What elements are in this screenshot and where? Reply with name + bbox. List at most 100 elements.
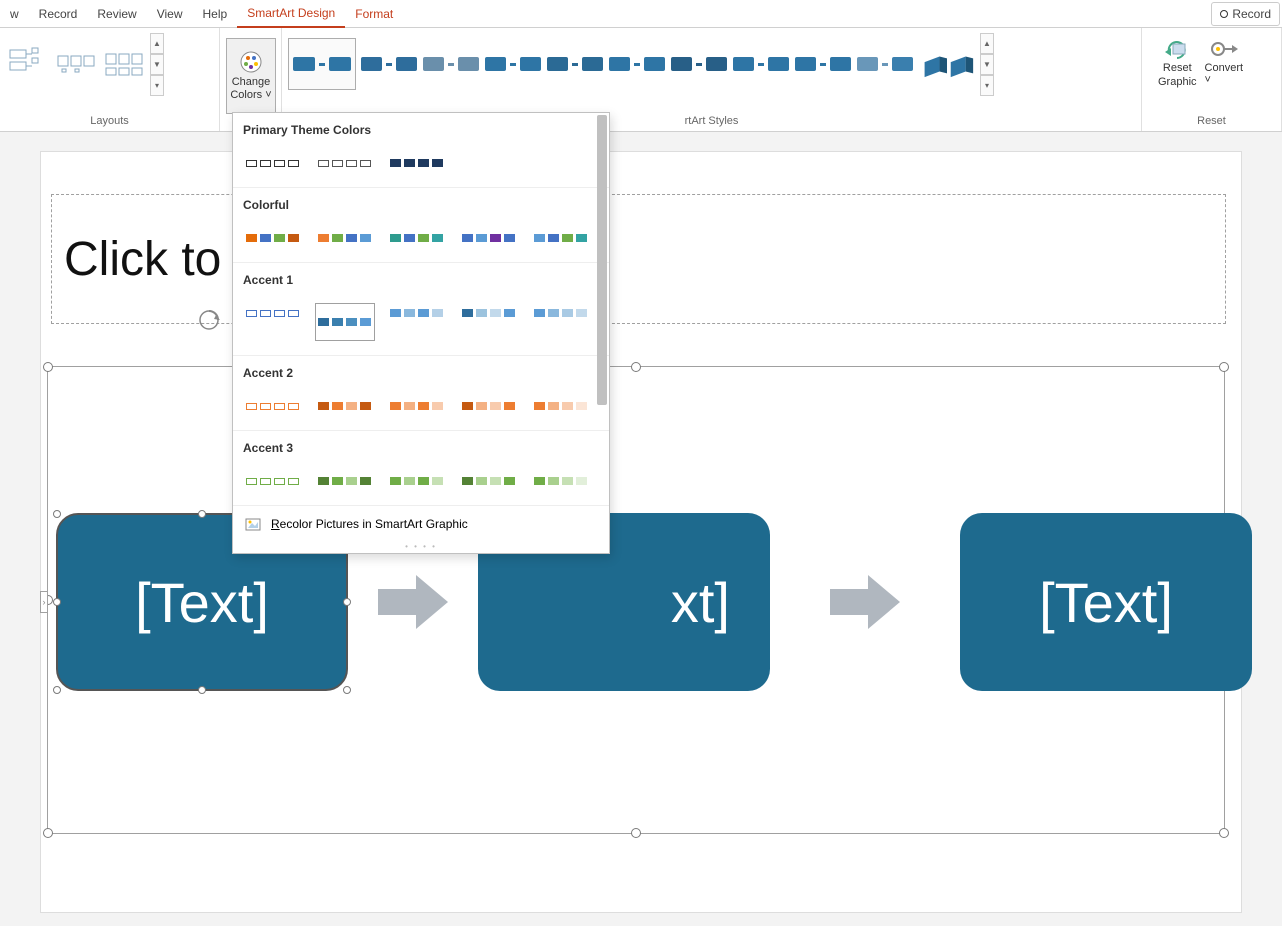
layout-scroll-down[interactable]: ▼	[150, 54, 164, 75]
style-thumb-8[interactable]	[732, 38, 790, 90]
color-swatch[interactable]	[315, 396, 375, 416]
styles-scroll-up[interactable]: ▲	[980, 33, 994, 54]
smartart-node-3[interactable]: [Text]	[960, 513, 1252, 691]
style-thumb-10[interactable]	[856, 38, 914, 90]
style-thumb-6[interactable]	[608, 38, 666, 90]
smartart-arrow	[378, 575, 448, 629]
rotate-handle[interactable]	[198, 309, 220, 331]
color-section: Primary Theme Colors	[233, 113, 609, 188]
ribbon-tabs: w Record Review View Help SmartArt Desig…	[0, 0, 1282, 28]
convert-button[interactable]: Convert˅	[1205, 38, 1244, 88]
record-icon	[1220, 10, 1228, 18]
style-thumb-11[interactable]	[918, 38, 976, 90]
style-thumb-4[interactable]	[484, 38, 542, 90]
style-thumb-5[interactable]	[546, 38, 604, 90]
convert-icon	[1210, 38, 1238, 60]
selection-handle[interactable]	[1219, 828, 1229, 838]
layout-scroll-more[interactable]: ▾	[150, 75, 164, 96]
selection-handle[interactable]	[43, 828, 53, 838]
reset-group-label: Reset	[1148, 113, 1275, 129]
palette-icon	[239, 50, 263, 74]
color-section: Accent 2	[233, 356, 609, 431]
color-swatch[interactable]	[243, 153, 303, 173]
title-placeholder[interactable]: Click to a	[51, 194, 1226, 324]
dropdown-resize-grip[interactable]: • • • •	[233, 542, 609, 553]
color-swatch[interactable]	[315, 153, 375, 173]
node-handle[interactable]	[343, 598, 351, 606]
color-swatch[interactable]	[387, 303, 447, 323]
style-thumb-2[interactable]	[360, 38, 418, 90]
color-swatch[interactable]	[243, 471, 303, 491]
tab-record[interactable]: Record	[29, 1, 88, 27]
selection-handle[interactable]	[631, 828, 641, 838]
tab-partial[interactable]: w	[0, 1, 29, 27]
color-swatch[interactable]	[315, 471, 375, 491]
color-swatch[interactable]	[315, 228, 375, 248]
change-colors-button[interactable]: ChangeColors ˅	[226, 38, 276, 114]
color-section: Colorful	[233, 188, 609, 263]
color-section: Accent 3	[233, 431, 609, 506]
color-swatch[interactable]	[243, 228, 303, 248]
color-section-title: Primary Theme Colors	[243, 123, 601, 137]
node-handle[interactable]	[198, 510, 206, 518]
styles-gallery-scroll: ▲▼▾	[980, 33, 994, 96]
color-swatch[interactable]	[531, 396, 591, 416]
reset-graphic-button[interactable]: Reset Graphic	[1158, 38, 1197, 88]
color-swatch[interactable]	[531, 471, 591, 491]
color-swatch[interactable]	[531, 303, 591, 323]
style-thumb-3[interactable]	[422, 38, 480, 90]
color-swatch[interactable]	[387, 153, 447, 173]
recolor-pictures-icon	[245, 516, 263, 532]
slide-area: Click to a › [Text]	[0, 148, 1282, 912]
reset-graphic-icon	[1163, 38, 1191, 60]
node-handle[interactable]	[198, 686, 206, 694]
change-colors-dropdown: Primary Theme Colors Colorful Accent 1 Acce…	[232, 112, 610, 554]
selection-handle[interactable]	[1219, 362, 1229, 372]
tab-view[interactable]: View	[147, 1, 193, 27]
layout-scroll-up[interactable]: ▲	[150, 33, 164, 54]
smartart-arrow	[830, 575, 900, 629]
tab-help[interactable]: Help	[193, 1, 238, 27]
slide[interactable]: Click to a › [Text]	[41, 152, 1241, 912]
dropdown-scrollbar[interactable]	[593, 113, 609, 506]
layout-thumb-3[interactable]	[102, 42, 146, 86]
styles-scroll-more[interactable]: ▾	[980, 75, 994, 96]
color-section-title: Accent 3	[243, 441, 601, 455]
reset-group: Reset Graphic Convert˅ Reset	[1142, 28, 1282, 131]
style-thumb-7[interactable]	[670, 38, 728, 90]
color-swatch[interactable]	[459, 471, 519, 491]
layout-thumb-1[interactable]	[6, 42, 50, 86]
color-swatch[interactable]	[459, 228, 519, 248]
text-pane-toggle[interactable]: ›	[40, 591, 48, 613]
color-swatch[interactable]	[387, 396, 447, 416]
color-swatch[interactable]	[315, 303, 375, 341]
color-swatch[interactable]	[459, 303, 519, 323]
style-thumb-9[interactable]	[794, 38, 852, 90]
color-section-title: Accent 1	[243, 273, 601, 287]
recolor-pictures-option[interactable]: Recolor Pictures in SmartArt Graphic	[233, 506, 609, 542]
record-button[interactable]: Record	[1211, 2, 1280, 26]
node-handle[interactable]	[53, 598, 61, 606]
color-swatch[interactable]	[387, 471, 447, 491]
style-thumb-1[interactable]	[288, 38, 356, 90]
color-section-title: Accent 2	[243, 366, 601, 380]
color-swatch[interactable]	[387, 228, 447, 248]
smartart-container[interactable]: › [Text] xt]	[47, 366, 1225, 834]
styles-scroll-down[interactable]: ▼	[980, 54, 994, 75]
color-swatch[interactable]	[243, 396, 303, 416]
tab-format[interactable]: Format	[345, 1, 403, 27]
node-handle[interactable]	[343, 686, 351, 694]
color-swatch[interactable]	[243, 303, 303, 323]
selection-handle[interactable]	[631, 362, 641, 372]
tab-review[interactable]: Review	[87, 1, 146, 27]
color-swatch[interactable]	[459, 396, 519, 416]
layout-thumb-2[interactable]	[54, 42, 98, 86]
color-section: Accent 1	[233, 263, 609, 356]
selection-handle[interactable]	[43, 362, 53, 372]
color-swatch[interactable]	[531, 228, 591, 248]
tab-smartart-design[interactable]: SmartArt Design	[237, 0, 345, 28]
layout-gallery-scroll: ▲ ▼ ▾	[150, 33, 164, 96]
node-handle[interactable]	[53, 686, 61, 694]
recolor-pictures-label: Recolor Pictures in SmartArt Graphic	[271, 517, 468, 531]
node-handle[interactable]	[53, 510, 61, 518]
